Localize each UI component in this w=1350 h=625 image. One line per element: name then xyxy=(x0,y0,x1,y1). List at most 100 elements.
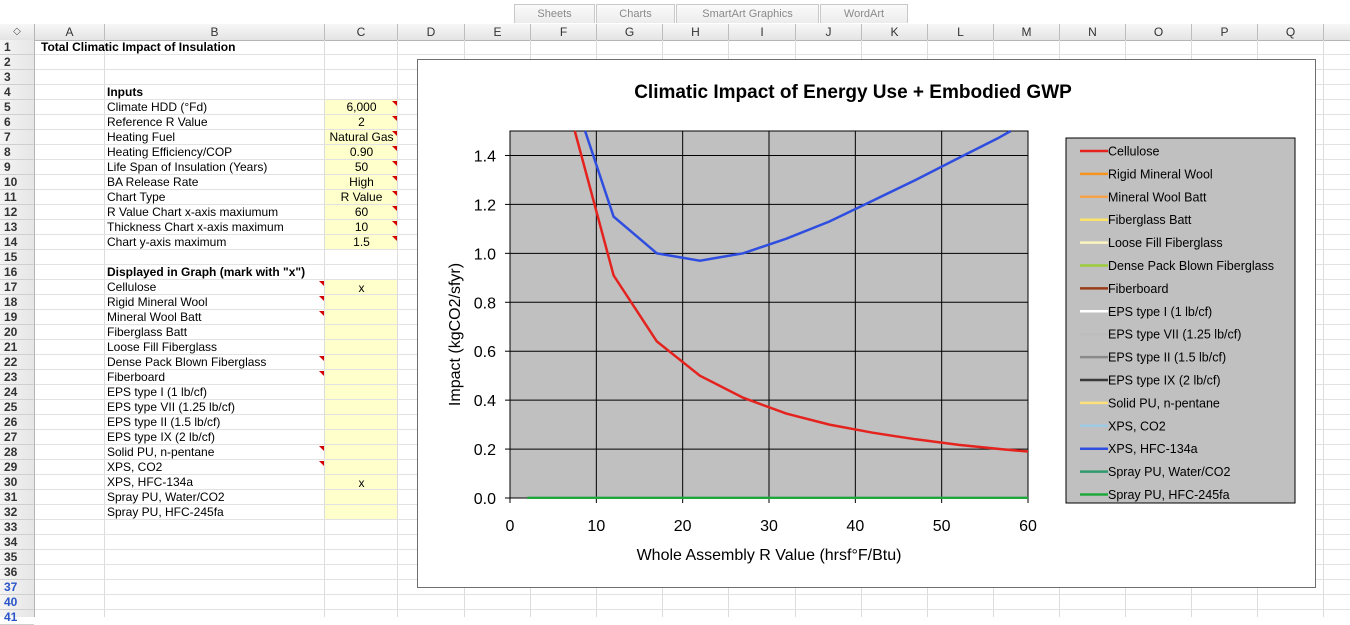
row-header-36[interactable]: 36 xyxy=(0,565,34,580)
row-header-9[interactable]: 9 xyxy=(0,160,34,175)
row-header-19[interactable]: 19 xyxy=(0,310,34,325)
select-all-corner[interactable]: ◇ xyxy=(0,24,35,40)
row-header-21[interactable]: 21 xyxy=(0,340,34,355)
comment-indicator xyxy=(392,131,397,136)
y-tick-label: 0.4 xyxy=(474,393,496,410)
row-header-20[interactable]: 20 xyxy=(0,325,34,340)
graph-mark-cell[interactable] xyxy=(325,461,398,476)
row-header-31[interactable]: 31 xyxy=(0,490,34,505)
row-header-23[interactable]: 23 xyxy=(0,370,34,385)
row-header-10[interactable]: 10 xyxy=(0,175,34,190)
y-axis-label: Impact (kgCO2/sfyr) xyxy=(447,263,464,406)
input-value-cell[interactable]: Natural Gas xyxy=(329,130,394,144)
column-header-j[interactable]: J xyxy=(796,24,862,40)
row-header-29[interactable]: 29 xyxy=(0,460,34,475)
graph-mark-cell[interactable] xyxy=(325,491,398,506)
ribbon-tab-wordart[interactable]: WordArt xyxy=(820,4,908,23)
column-header-f[interactable]: F xyxy=(531,24,597,40)
row-header-30[interactable]: 30 xyxy=(0,475,34,490)
column-header-o[interactable]: O xyxy=(1126,24,1192,40)
row-header-6[interactable]: 6 xyxy=(0,115,34,130)
row-header-41[interactable]: 41 xyxy=(0,610,34,625)
column-header-k[interactable]: K xyxy=(862,24,928,40)
y-tick-label: 0.2 xyxy=(474,442,496,459)
graph-mark-cell[interactable] xyxy=(325,401,398,416)
row-header-12[interactable]: 12 xyxy=(0,205,34,220)
column-header-g[interactable]: G xyxy=(597,24,663,40)
input-value-cell[interactable]: R Value xyxy=(340,190,383,204)
row-header-7[interactable]: 7 xyxy=(0,130,34,145)
row-header-3[interactable]: 3 xyxy=(0,70,34,85)
input-value-cell[interactable]: 1.5 xyxy=(353,235,370,249)
row-header-26[interactable]: 26 xyxy=(0,415,34,430)
row-header-5[interactable]: 5 xyxy=(0,100,34,115)
comment-indicator xyxy=(319,356,324,361)
row-header-24[interactable]: 24 xyxy=(0,385,34,400)
column-header-b[interactable]: B xyxy=(105,24,325,40)
row-header-16[interactable]: 16 xyxy=(0,265,34,280)
x-tick-label: 50 xyxy=(933,518,951,535)
row-header-1[interactable]: 1 xyxy=(0,40,34,55)
column-header-m[interactable]: M xyxy=(994,24,1060,40)
graph-mark-cell[interactable] xyxy=(325,386,398,401)
graph-mark-cell[interactable] xyxy=(325,356,398,371)
x-tick-label: 20 xyxy=(674,518,692,535)
column-header-n[interactable]: N xyxy=(1060,24,1126,40)
column-header-e[interactable]: E xyxy=(465,24,531,40)
row-header-13[interactable]: 13 xyxy=(0,220,34,235)
column-header-h[interactable]: H xyxy=(663,24,729,40)
input-value-cell[interactable]: 2 xyxy=(358,115,365,129)
column-header-a[interactable]: A xyxy=(35,24,105,40)
row-header-15[interactable]: 15 xyxy=(0,250,34,265)
chart-object[interactable]: Climatic Impact of Energy Use + Embodied… xyxy=(417,59,1316,588)
column-header-p[interactable]: P xyxy=(1192,24,1258,40)
row-header-17[interactable]: 17 xyxy=(0,280,34,295)
column-header-c[interactable]: C xyxy=(325,24,398,40)
row-header-34[interactable]: 34 xyxy=(0,535,34,550)
input-value-cell[interactable]: 60 xyxy=(354,205,369,219)
ribbon-tab-smartart-graphics[interactable]: SmartArt Graphics xyxy=(676,4,819,23)
ribbon-tab-charts[interactable]: Charts xyxy=(596,4,675,23)
row-header-37[interactable]: 37 xyxy=(0,580,34,595)
row-header-11[interactable]: 11 xyxy=(0,190,34,205)
row-header-32[interactable]: 32 xyxy=(0,505,34,520)
graph-mark-cell[interactable] xyxy=(325,296,398,311)
ribbon-tab-sheets[interactable]: Sheets xyxy=(514,4,595,23)
row-header-14[interactable]: 14 xyxy=(0,235,34,250)
column-header-d[interactable]: D xyxy=(398,24,465,40)
row-header-22[interactable]: 22 xyxy=(0,355,34,370)
input-value-cell[interactable]: High xyxy=(349,175,374,189)
graph-mark-cell[interactable] xyxy=(325,431,398,446)
column-header-l[interactable]: L xyxy=(928,24,994,40)
comment-indicator xyxy=(319,446,324,451)
row-header-28[interactable]: 28 xyxy=(0,445,34,460)
row-header-33[interactable]: 33 xyxy=(0,520,34,535)
input-value-cell[interactable]: 0.90 xyxy=(349,145,374,159)
graph-mark-cell[interactable] xyxy=(325,311,398,326)
row-header-35[interactable]: 35 xyxy=(0,550,34,565)
row-header-8[interactable]: 8 xyxy=(0,145,34,160)
row-header-27[interactable]: 27 xyxy=(0,430,34,445)
column-header-q[interactable]: Q xyxy=(1258,24,1324,40)
comment-indicator xyxy=(319,281,324,286)
row-header-2[interactable]: 2 xyxy=(0,55,34,70)
column-header-i[interactable]: I xyxy=(729,24,796,40)
row-header-25[interactable]: 25 xyxy=(0,400,34,415)
graph-mark-cell[interactable] xyxy=(325,416,398,431)
graph-mark-cell[interactable] xyxy=(325,326,398,341)
graph-mark-cell[interactable] xyxy=(325,446,398,461)
material-label: EPS type II (1.5 lb/cf) xyxy=(107,415,221,429)
graph-mark-cell[interactable]: x xyxy=(358,476,365,490)
graph-mark-cell[interactable] xyxy=(325,341,398,356)
input-value-cell[interactable]: 10 xyxy=(354,220,369,234)
row-header-4[interactable]: 4 xyxy=(0,85,34,100)
input-value-cell[interactable]: 50 xyxy=(354,160,369,174)
row-header-18[interactable]: 18 xyxy=(0,295,34,310)
row-header-40[interactable]: 40 xyxy=(0,595,34,610)
graph-mark-cell[interactable] xyxy=(325,506,398,521)
y-tick-label: 0.6 xyxy=(474,344,496,361)
graph-mark-cell[interactable] xyxy=(325,371,398,386)
input-value-cell[interactable]: 6,000 xyxy=(346,100,377,114)
inputs-header: Inputs xyxy=(107,85,143,99)
graph-mark-cell[interactable]: x xyxy=(358,281,365,295)
